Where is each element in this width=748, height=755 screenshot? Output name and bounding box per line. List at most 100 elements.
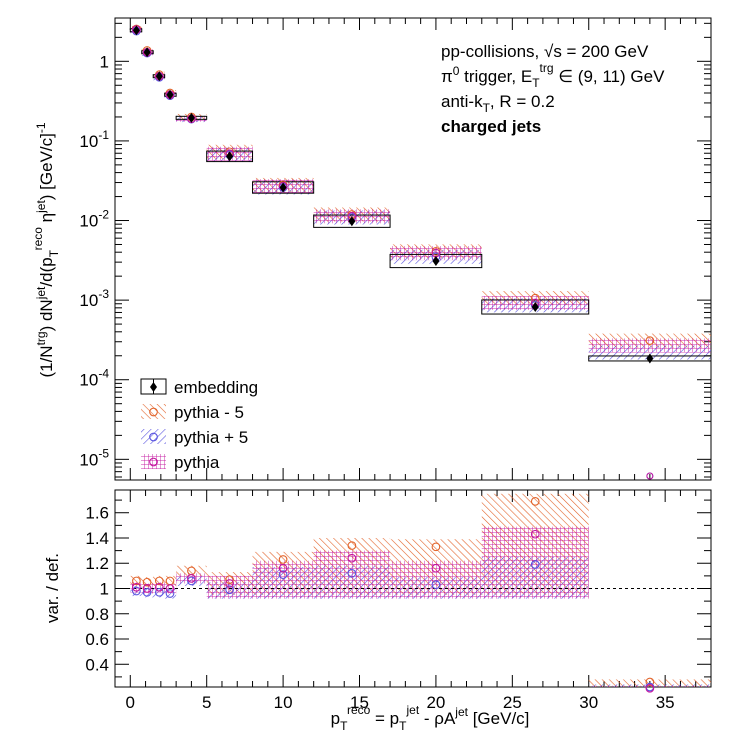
y-tick-label: 0.6 <box>85 630 109 649</box>
y-tick-label: 1.4 <box>85 529 109 548</box>
legend-label: pythia - 5 <box>174 403 244 422</box>
annotation-algorithm: anti-kT, R = 0.2 <box>441 92 555 115</box>
ratio-point-pythia-5 <box>154 587 164 597</box>
legend-item: embedding <box>140 378 258 397</box>
legend-swatch <box>141 454 166 469</box>
top-plot-frame <box>114 17 712 481</box>
point-embedding <box>279 182 287 193</box>
ratio-band-pythia-5 <box>130 575 142 586</box>
ratio-band-pythia <box>313 550 391 599</box>
y-tick-label: 10-4 <box>79 367 109 390</box>
ratio-point-pythia <box>347 553 357 563</box>
ratio-band-pythia-5 <box>153 575 165 586</box>
point-embedding <box>143 47 151 58</box>
ratio-point-pythia-5 <box>431 580 441 590</box>
legend-item: pythia <box>141 453 220 472</box>
ratio-panel: 0.4 0.6 0.8 1 1.2 1.4 1.6 0 5 10 15 20 25 30 35 <box>85 489 712 712</box>
x-tick-label: 35 <box>656 693 675 712</box>
y-tick-label: 1 <box>100 52 109 71</box>
legend-item: pythia + 5 <box>141 428 248 447</box>
legend-label: pythia + 5 <box>174 428 248 447</box>
y-tick-label: 10-2 <box>79 208 109 231</box>
legend-marker <box>149 457 158 467</box>
point-embedding <box>432 256 440 267</box>
x-axis-label: pTreco = pTjet - ρAjet [GeV/c] <box>331 703 530 733</box>
legend-marker <box>149 432 158 442</box>
ratio-band-pythia <box>176 573 207 584</box>
band-pythia <box>588 338 711 353</box>
point-embedding <box>348 216 356 227</box>
x-tick-label: 25 <box>503 693 522 712</box>
ratio-point-pythia <box>225 579 234 588</box>
ratio-point-pythia-5 <box>347 568 357 578</box>
ratio-point-pythia <box>645 683 655 693</box>
y-tick-label: 10-3 <box>79 287 109 310</box>
ratio-point-pythia <box>142 584 152 593</box>
legend-label: pythia <box>174 453 220 472</box>
y-tick-label: 1 <box>100 580 109 599</box>
point-pythia-5 <box>645 336 655 345</box>
ratio-point-pythia-5 <box>187 576 196 586</box>
ratio-point-pythia-5 <box>225 575 234 585</box>
ratio-band-pythia-5 <box>176 565 207 576</box>
ratio-point-pythia-5 <box>165 589 175 598</box>
x-tick-label: 15 <box>350 693 369 712</box>
ratio-band-pythia <box>588 685 711 687</box>
ratio-point-pythia-5 <box>154 576 164 586</box>
ratio-point-pythia-5 <box>278 570 288 579</box>
ratio-point-pythia-5 <box>225 585 234 595</box>
point-embedding <box>166 89 174 100</box>
ratio-point-pythia-5 <box>132 576 141 586</box>
legend-item: pythia - 5 <box>141 403 244 422</box>
point-pythia <box>646 472 654 480</box>
y-tick-label: 10-5 <box>79 446 109 469</box>
ratio-point-pythia-5 <box>142 577 152 587</box>
ratio-point-pythia <box>278 563 288 573</box>
x-tick-label: 20 <box>426 693 445 712</box>
legend-marker <box>149 407 158 417</box>
ratio-point-pythia <box>187 574 196 583</box>
top-y-axis-label: (1/Ntrg) dNjet/d(pTreco ηjet) [GeV/c]-1 <box>31 122 61 377</box>
y-tick-label: 1.6 <box>85 504 109 523</box>
ratio-point-pythia-5 <box>278 555 288 564</box>
x-tick-label: 5 <box>202 693 211 712</box>
embedding-box <box>481 299 590 315</box>
ratio-point-pythia <box>530 529 540 539</box>
ratio-point-pythia <box>132 582 141 592</box>
ratio-band-pythia <box>390 560 482 599</box>
ratio-point-pythia <box>154 582 164 592</box>
ratio-point-pythia-5 <box>142 587 152 597</box>
legend-swatch <box>141 404 166 419</box>
ratio-band-pythia <box>252 560 314 599</box>
point-embedding <box>226 151 234 162</box>
point-embedding <box>646 353 654 364</box>
ratio-point-pythia-5 <box>431 542 441 552</box>
y-tick-label: 10-1 <box>79 128 109 151</box>
ratio-point-pythia-5 <box>530 497 540 506</box>
legend-marker <box>150 382 157 392</box>
ratio-point-pythia <box>165 584 175 593</box>
ratio-point-pythia-5 <box>530 560 540 569</box>
embedding-box <box>252 181 315 194</box>
embedding-box <box>389 253 483 269</box>
ratio-band-pythia <box>481 526 589 599</box>
ratio-point-pythia-5 <box>645 677 655 687</box>
legend: embedding pythia - 5 pythia + 5 pythia <box>140 378 258 472</box>
ratio-point-pythia <box>431 563 441 573</box>
ratio-band-pythia-5 <box>141 577 154 588</box>
embedding-box <box>313 214 391 228</box>
x-tick-label: 10 <box>274 693 293 712</box>
annotation-jet-type: charged jets <box>441 117 541 136</box>
legend-label: embedding <box>174 378 258 397</box>
ratio-point-pythia-5 <box>347 541 357 550</box>
top-panel: 10-5 10-4 10-3 10-2 10-1 1 <box>79 17 712 481</box>
x-tick-label: 30 <box>579 693 598 712</box>
y-tick-label: 0.8 <box>85 605 109 624</box>
x-tick-label: 0 <box>126 693 135 712</box>
point-embedding <box>132 25 140 36</box>
point-embedding <box>155 71 163 82</box>
point-embedding <box>187 112 195 123</box>
ratio-band-pythia-5 <box>164 575 177 586</box>
